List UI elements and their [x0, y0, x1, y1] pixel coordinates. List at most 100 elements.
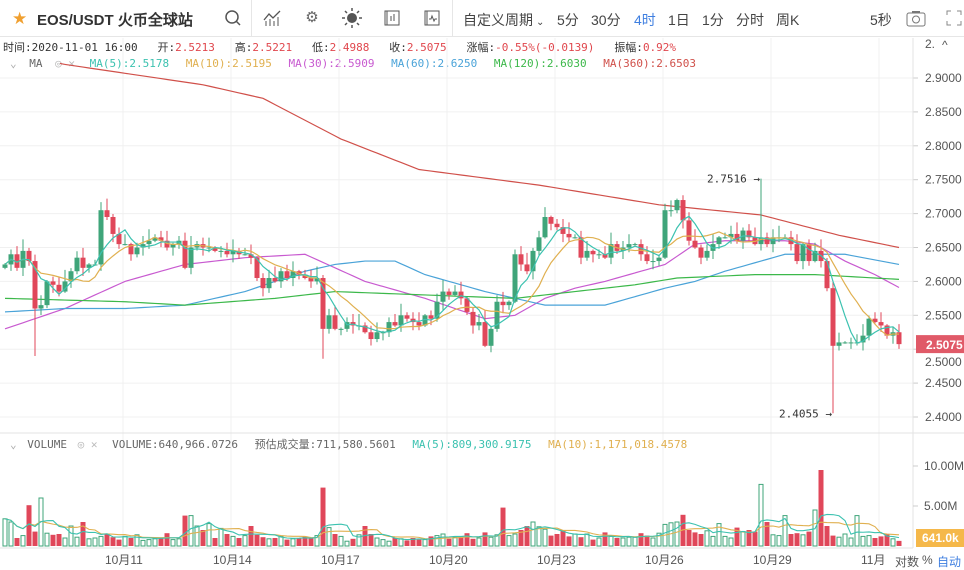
star-icon[interactable]: ★ [12, 9, 28, 28]
candle-body [596, 254, 602, 256]
symbol-title[interactable]: EOS/USDT 火币全球站 [37, 12, 193, 29]
volume-settings-icon[interactable]: ◎ [77, 438, 85, 451]
volume-bar [242, 535, 248, 547]
volume-bar [602, 532, 608, 546]
volume-bar [608, 535, 614, 547]
volume-bar [848, 537, 854, 547]
volume-bar [458, 536, 464, 546]
volume-close-icon[interactable]: ✕ [90, 438, 98, 451]
volume-bar [488, 536, 494, 547]
refresh-interval[interactable]: 5秒 [870, 12, 892, 28]
candle-body [290, 271, 296, 279]
compare-icon[interactable] [422, 8, 442, 28]
volume-bar [818, 470, 824, 546]
volume-bar [122, 535, 128, 547]
candle-body [248, 254, 254, 258]
ma-line-ma5 [4, 215, 900, 344]
candle-body [692, 240, 698, 248]
volume-bar [692, 532, 698, 546]
volume-bar [56, 534, 62, 546]
candle-body [98, 210, 104, 265]
candle-body [716, 237, 722, 245]
volume-bar [206, 523, 212, 547]
extreme-price-annotation: 2.4055 → [779, 407, 832, 420]
collapse-chevron-icon[interactable]: ⌄ [10, 438, 17, 451]
volume-bar [440, 533, 446, 547]
candle-body [398, 315, 404, 326]
period-5min[interactable]: 5分 [557, 12, 579, 28]
log-scale-toggle[interactable]: 对数 [895, 555, 920, 569]
candle-body [572, 237, 578, 239]
percent-scale-toggle[interactable]: % [922, 553, 933, 567]
collapse-chevron-icon[interactable]: ⌄ [10, 57, 17, 70]
volume-bar [164, 533, 170, 546]
candle-body [368, 332, 374, 340]
candle-body [662, 210, 668, 258]
candle-body [734, 233, 740, 241]
volume-bar [368, 534, 374, 546]
candle-body [830, 288, 836, 346]
close-label: 收: [389, 41, 407, 54]
price-tick-label: 2.9000 [925, 71, 962, 85]
price-tick-label: 2.4500 [925, 376, 962, 390]
volume-bar [398, 538, 404, 547]
candle-body [650, 261, 656, 263]
candle-body [836, 342, 842, 346]
ma-settings-icon[interactable]: ◎ [55, 57, 62, 70]
volume-bar [128, 538, 134, 546]
candle-body [656, 257, 662, 262]
ma-close-icon[interactable]: ✕ [68, 57, 75, 70]
ma-line-ma120 [4, 274, 900, 306]
layout-icon[interactable] [382, 8, 402, 28]
candle-body [554, 223, 560, 228]
volume-bar [224, 534, 230, 546]
candle-body [452, 291, 458, 295]
volume-bar [578, 537, 584, 546]
period-1d[interactable]: 1日 [668, 12, 690, 28]
period-4h[interactable]: 4时 [634, 12, 656, 28]
ma60-value: MA(60):2.6250 [391, 57, 478, 70]
indicator-icon[interactable] [262, 8, 282, 28]
volume-bar [470, 538, 476, 546]
search-icon[interactable] [223, 8, 243, 28]
candle-body [440, 291, 446, 302]
volume-bar [560, 530, 566, 546]
volume-bar [92, 537, 98, 547]
camera-icon[interactable] [905, 8, 926, 28]
custom-period-label: 自定义周期 [463, 12, 533, 28]
period-timeline[interactable]: 分时 [736, 12, 764, 28]
fullscreen-icon[interactable] [944, 8, 964, 28]
volume-bar [710, 535, 716, 547]
volume-bar [464, 533, 470, 546]
volume-bar [200, 530, 206, 546]
volume-tick-label: 10.00M [924, 459, 964, 473]
gear-icon[interactable]: ⚙ [305, 9, 319, 26]
volume-bar [320, 487, 326, 546]
low-value: 2.4988 [329, 41, 370, 54]
candle-body [848, 342, 854, 344]
candle-body [86, 264, 92, 268]
ma-legend: ⌄ MA ◎ ✕ MA(5):2.5178 MA(10):2.5195 MA(3… [10, 57, 706, 70]
candle-body [272, 278, 278, 282]
theme-sun-icon[interactable] [342, 8, 362, 28]
volume-bar [674, 521, 680, 547]
candle-body [404, 315, 410, 319]
volume-bar [764, 522, 770, 546]
ma360-value: MA(360):2.6503 [603, 57, 696, 70]
volume-bar [308, 538, 314, 546]
candle-body [74, 257, 80, 272]
period-30min[interactable]: 30分 [591, 12, 621, 28]
ma-line-ma360 [59, 62, 66, 66]
candle-body [32, 261, 38, 309]
custom-period-dropdown[interactable]: 自定义周期 ⌄ [463, 10, 544, 30]
time-label: 时间: [3, 41, 32, 54]
period-week[interactable]: 周K [776, 12, 800, 28]
candle-body [626, 244, 632, 248]
candle-body [386, 322, 392, 333]
auto-scale-toggle[interactable]: 自动 [937, 555, 962, 569]
period-1min[interactable]: 1分 [702, 12, 724, 28]
ma10-value: MA(10):2.5195 [185, 57, 272, 70]
volume-bar [500, 507, 506, 546]
volume-bar [182, 515, 188, 546]
